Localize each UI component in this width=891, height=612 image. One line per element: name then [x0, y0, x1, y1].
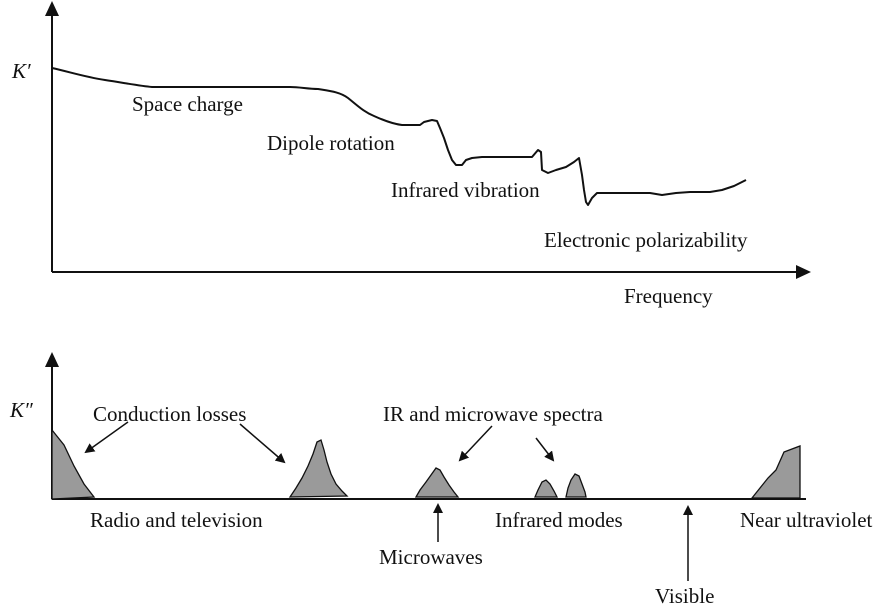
radio-loss-peak [288, 439, 349, 498]
region-label-electronic-polarizability: Electronic polarizability [544, 228, 748, 252]
region-label-infrared-vibration: Infrared vibration [391, 178, 540, 202]
annotation-conduction-losses: Conduction losses [93, 402, 246, 426]
conduction-loss-pointer-left [84, 421, 129, 454]
spectra-pointer-left [458, 425, 493, 462]
band-label-infrared-modes: Infrared modes [495, 508, 623, 532]
region-label-space-charge: Space charge [132, 92, 243, 116]
top-x-axis-arrowhead [796, 265, 811, 279]
top-y-axis-label: K′ [11, 59, 31, 83]
bottom-y-axis-label: K″ [9, 398, 33, 422]
x-axis-label: Frequency [624, 284, 713, 308]
bottom-y-axis-arrowhead [45, 352, 59, 367]
conduction-loss-pointer-right [239, 423, 286, 464]
real-permittivity-curve [51, 67, 747, 206]
band-label-radio-television: Radio and television [90, 508, 263, 532]
infrared-loss-peak-2 [565, 473, 587, 498]
annotation-ir-microwave-spectra: IR and microwave spectra [383, 402, 604, 426]
band-label-near-ultraviolet: Near ultraviolet [740, 508, 873, 532]
conduction-loss-peak [51, 428, 96, 500]
top-y-axis-arrowhead [45, 1, 59, 16]
region-label-dipole-rotation: Dipole rotation [267, 131, 395, 155]
bottom-panel: K″ Conduction losses IR and microwave sp… [9, 352, 873, 608]
band-label-microwaves: Microwaves [379, 545, 483, 569]
top-panel: K′ Frequency Space charge Dipole rotatio… [11, 1, 811, 308]
spectra-pointer-right [535, 437, 555, 462]
ultraviolet-loss-peak [750, 445, 801, 499]
microwave-loss-peak [414, 467, 460, 498]
band-label-visible: Visible [655, 584, 714, 608]
infrared-loss-peak-1 [534, 479, 559, 498]
